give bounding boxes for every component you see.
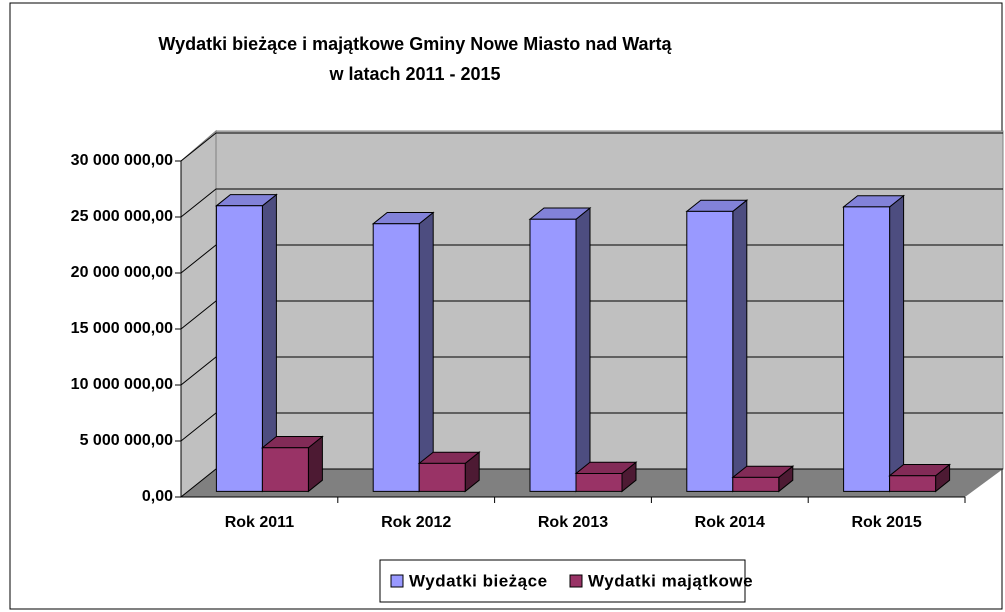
grid-line [180,188,1003,218]
bar-front [889,475,937,492]
bar-front [575,472,623,492]
bar-front [686,210,734,492]
bar-side [889,194,905,493]
x-tick-label: Rok 2015 [851,514,921,531]
y-tick-label: 20 000 000,00 [71,264,173,281]
bar [417,451,481,493]
bar [214,193,278,493]
bar [842,194,906,493]
x-tick-label: Rok 2012 [381,514,451,531]
y-tick-label: 0,00 [142,488,173,505]
x-tick-label: Rok 2014 [695,514,765,531]
bar [685,199,749,493]
bar [371,211,435,493]
side-wall [180,129,217,499]
grid-line [180,132,1003,162]
bar-front [529,218,577,492]
legend-label: Wydatki bieżące [409,571,548,590]
x-tick-label: Rok 2011 [225,514,294,531]
bar-front [261,447,309,492]
bar-side [418,211,434,493]
y-tick-label: 5 000 000,00 [80,432,174,449]
legend-swatch [569,574,583,588]
bar-side [732,199,748,493]
bar-side [575,206,591,493]
legend-label: Wydatki majątkowe [588,571,753,590]
x-tick-label: Rok 2013 [538,514,608,531]
bar [888,463,952,493]
bar-front [215,205,263,492]
bar [574,461,638,493]
chart-title: Wydatki bieżące i majątkowe Gminy Nowe M… [158,34,672,54]
bar-front [418,462,466,492]
chart-subtitle: w latach 2011 - 2015 [328,64,500,84]
y-tick-label: 30 000 000,00 [71,152,173,169]
bar [731,465,795,493]
bar-front [732,476,780,492]
legend [379,559,746,603]
bar [260,435,324,493]
y-tick-label: 25 000 000,00 [71,208,173,225]
bar-front [372,223,420,492]
bar-front [843,206,891,492]
y-tick-label: 15 000 000,00 [71,320,173,337]
y-tick-label: 10 000 000,00 [71,376,173,393]
legend-swatch [390,574,404,588]
bar [528,206,592,493]
